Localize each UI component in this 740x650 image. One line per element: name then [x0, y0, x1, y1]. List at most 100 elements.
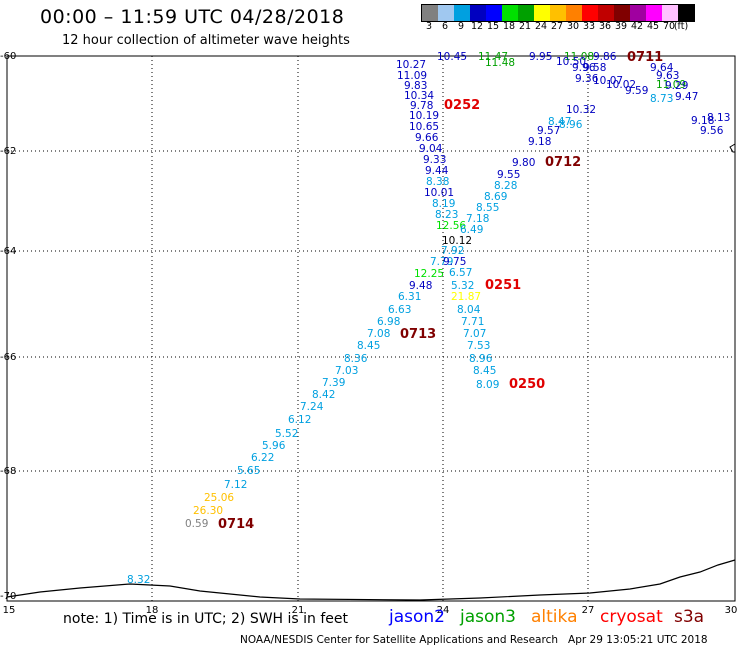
swh-observation: 5.65 [237, 465, 261, 477]
swh-observation: 10.07 [593, 75, 624, 87]
swh-observation: 9.47 [675, 91, 699, 103]
swh-observation: 8.28 [494, 180, 518, 192]
track-time-label: 0712 [545, 155, 582, 170]
swh-observation: 8.69 [484, 191, 508, 203]
swh-observation: 6.12 [288, 414, 312, 426]
legend-swatch [566, 5, 582, 21]
swh-observation: 7.12 [224, 479, 248, 491]
swh-observation: 10.32 [566, 104, 597, 116]
x-tick: 21 [291, 605, 305, 616]
swh-observation: 8.36 [344, 353, 368, 365]
swh-observation: 7.18 [466, 213, 490, 225]
swh-observation: 7.92 [441, 245, 465, 257]
swh-observation: 7.24 [300, 401, 324, 413]
swh-observation: 9.83 [404, 80, 428, 92]
swh-observation: 9.95 [529, 51, 553, 63]
x-tick: 30 [724, 605, 738, 616]
swh-observation: 8.32 [127, 574, 151, 586]
legend-label: 24 [534, 21, 548, 32]
track-time-label: 0251 [485, 278, 522, 293]
legend-label: 70 [662, 21, 676, 32]
legend-label: 39 [614, 21, 628, 32]
swh-observation: 6.22 [251, 452, 275, 464]
swh-observation: 6.63 [388, 304, 412, 316]
swh-observation: 8.55 [476, 202, 500, 214]
legend-label: 12 [470, 21, 484, 32]
track-time-label: 0252 [444, 98, 481, 113]
satellite-label-jason2: jason2 [389, 607, 445, 627]
swh-observation: 11.48 [485, 57, 516, 69]
legend-swatch [678, 5, 694, 21]
swh-observation: 12.56 [436, 220, 467, 232]
swh-observation: 9.80 [512, 157, 536, 169]
swh-observation: 11.08 [564, 51, 595, 63]
island-outline [729, 143, 736, 153]
swh-observation: 8.96 [559, 119, 583, 131]
swh-observation: 7.07 [463, 328, 487, 340]
swh-observation: 10.02 [606, 79, 637, 91]
swh-observation: 9.75 [443, 256, 467, 268]
swh-observation: 12.25 [414, 268, 445, 280]
swh-observation: 10.45 [437, 51, 468, 63]
swh-observation: 9.04 [419, 143, 443, 155]
legend-swatch [518, 5, 534, 21]
swh-observation: 10.19 [409, 110, 440, 122]
swh-observation: 10.27 [396, 59, 427, 71]
color-legend-labels: 3 6 9 12 15 18 21 24 27 30 33 36 39 42 45 70 (ft) [421, 21, 740, 35]
swh-observation: 11.09 [656, 79, 687, 91]
swh-observation: 10.34 [404, 90, 435, 102]
legend-label: 30 [566, 21, 580, 32]
legend-swatch [662, 5, 678, 21]
swh-observation: 5.52 [275, 428, 299, 440]
swh-observation: 9.48 [409, 280, 433, 292]
satellite-label-altika: altika [531, 607, 578, 627]
legend-swatch [470, 5, 486, 21]
footer-note: note: 1) Time is in UTC; 2) SWH is in fe… [63, 611, 349, 627]
swh-observation: 8.09 [476, 379, 500, 391]
swh-observation: 9.55 [497, 169, 521, 181]
swh-observation: 8.23 [435, 209, 459, 221]
swh-observation: 9.18 [528, 136, 552, 148]
legend-swatch [454, 5, 470, 21]
swh-observation: 10.12 [442, 235, 473, 247]
legend-swatch [550, 5, 566, 21]
swh-observation: 8.04 [457, 304, 481, 316]
swh-observation: 8.96 [469, 353, 493, 365]
legend-swatch [438, 5, 454, 21]
swh-observation: 9.64 [650, 62, 674, 74]
legend-label: 18 [502, 21, 516, 32]
y-tick: -62 [0, 146, 17, 157]
legend-label: (ft) [673, 21, 689, 32]
swh-observation: 11.47 [478, 51, 509, 63]
swh-observation: 5.96 [262, 440, 286, 452]
legend-label: 3 [425, 21, 433, 32]
swh-observation: 6.31 [398, 291, 422, 303]
legend-label: 45 [646, 21, 660, 32]
legend-label: 9 [457, 21, 465, 32]
legend-label: 21 [518, 21, 532, 32]
x-tick: 24 [436, 605, 450, 616]
y-tick: -66 [0, 352, 17, 363]
color-legend [421, 4, 695, 22]
legend-label: 6 [441, 21, 449, 32]
track-time-label: 0713 [400, 327, 437, 342]
swh-observation: 0.59 [185, 518, 209, 530]
swh-observation: 9.44 [425, 165, 449, 177]
swh-observation: 7.08 [367, 328, 391, 340]
swh-observation: 9.36 [575, 73, 599, 85]
x-tick: 27 [581, 605, 595, 616]
swh-observation: 26.30 [193, 505, 224, 517]
swh-observation: 7.03 [335, 365, 359, 377]
swh-observation: 8.47 [548, 116, 572, 128]
legend-label: 27 [550, 21, 564, 32]
swh-observation: 9.33 [423, 154, 447, 166]
swh-observation: 9.56 [700, 125, 724, 137]
swh-observation: 25.06 [204, 492, 235, 504]
legend-swatch [598, 5, 614, 21]
legend-swatch [534, 5, 550, 21]
swh-observation: 6.57 [449, 267, 473, 279]
swh-observation: 9.58 [583, 62, 607, 74]
swh-observation: 8.38 [426, 176, 450, 188]
page-title: 00:00 – 11:59 UTC 04/28/2018 [40, 6, 345, 28]
y-tick: -70 [0, 591, 17, 602]
